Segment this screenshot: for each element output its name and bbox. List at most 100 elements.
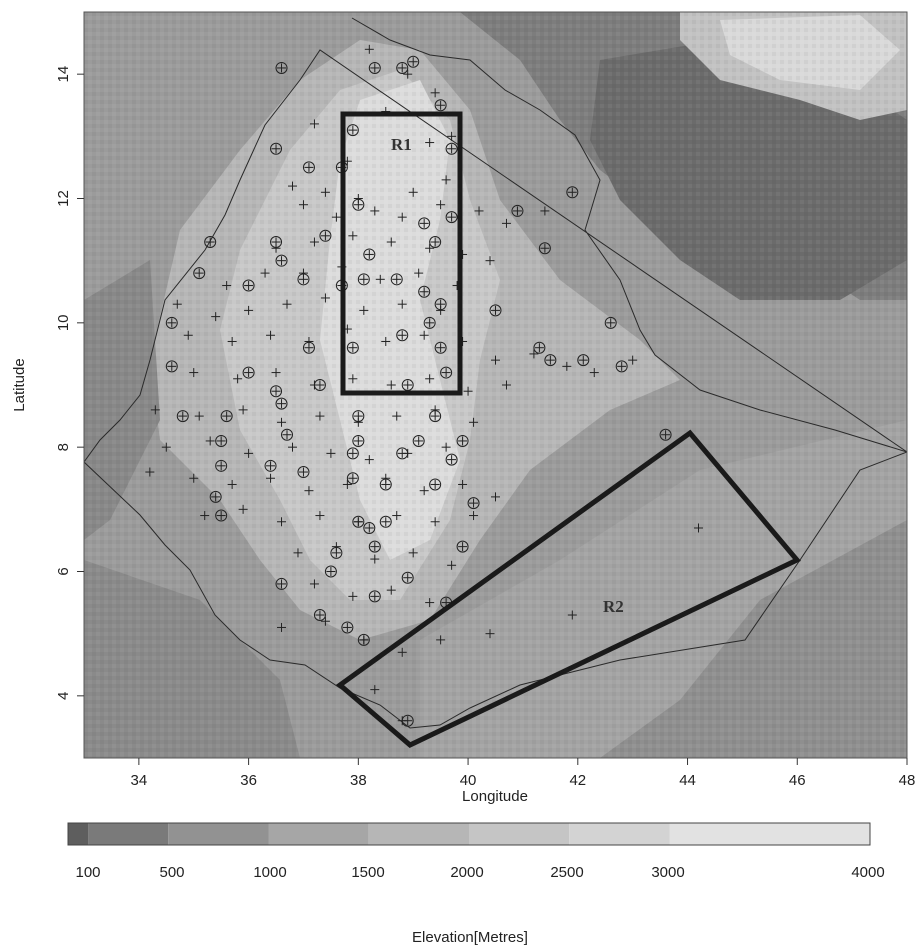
- station-circle-marker: [604, 316, 617, 329]
- station-circle-marker: [396, 61, 409, 74]
- station-plus-marker: [205, 436, 215, 446]
- station-circle-marker: [242, 279, 255, 292]
- station-circle-marker: [566, 186, 579, 199]
- station-plus-marker: [491, 355, 500, 365]
- station-plus-marker: [348, 374, 358, 384]
- station-circle-marker: [275, 254, 288, 267]
- station-plus-marker: [364, 44, 374, 54]
- station-plus-marker: [348, 591, 358, 601]
- station-plus-marker: [425, 374, 435, 384]
- region-r2-box: [335, 429, 801, 748]
- station-plus-marker: [370, 554, 380, 564]
- station-plus-marker: [238, 504, 248, 514]
- station-circle-marker: [270, 236, 283, 249]
- station-plus-marker: [381, 336, 391, 346]
- station-plus-marker: [430, 517, 440, 527]
- station-circle-marker: [204, 236, 217, 249]
- legend-color-segment: [168, 823, 269, 845]
- station-plus-marker: [628, 355, 638, 365]
- station-circle-marker: [264, 459, 277, 472]
- station-plus-marker: [474, 206, 484, 216]
- station-plus-marker: [348, 231, 358, 241]
- legend-tick-label: 1000: [253, 864, 286, 881]
- x-axis-title: Longitude: [462, 788, 528, 805]
- x-tick-label: 34: [131, 772, 148, 789]
- region-label-r1: R1: [391, 135, 412, 154]
- country-boundary: [84, 17, 907, 729]
- station-plus-marker: [392, 511, 402, 521]
- station-plus-marker: [172, 299, 182, 309]
- y-axis-title: Latitude: [11, 358, 28, 411]
- station-circle-marker: [511, 204, 524, 217]
- station-circle-marker: [368, 540, 381, 553]
- station-circle-marker: [434, 99, 447, 112]
- station-plus-marker: [342, 479, 352, 489]
- station-plus-marker: [370, 685, 380, 695]
- station-circle-marker: [215, 434, 228, 447]
- station-plus-marker: [567, 610, 577, 620]
- station-plus-marker: [419, 486, 429, 496]
- station-plus-marker: [392, 411, 402, 421]
- station-circle-marker: [357, 633, 370, 646]
- station-plus-marker: [419, 330, 429, 340]
- station-circle-marker: [346, 341, 359, 354]
- legend-tick-label: 2500: [550, 864, 583, 881]
- station-plus-marker: [425, 598, 435, 608]
- station-plus-marker: [441, 442, 451, 452]
- station-plus-marker: [430, 88, 440, 98]
- station-circle-marker: [193, 267, 206, 280]
- x-tick-label: 38: [350, 772, 367, 789]
- station-plus-marker: [194, 411, 204, 421]
- x-axis: 34 36 38 40 42 44 46 48: [131, 758, 915, 789]
- station-circle-marker: [215, 509, 228, 522]
- station-plus-marker: [397, 647, 407, 657]
- station-circle-marker: [659, 428, 672, 441]
- station-plus-marker: [386, 380, 396, 390]
- station-circle-marker: [324, 565, 337, 578]
- station-plus-marker: [271, 368, 281, 378]
- station-circle-marker: [489, 304, 502, 317]
- station-plus-marker: [189, 368, 199, 378]
- station-plus-marker: [458, 479, 468, 489]
- elevation-legend: 100 500 1000 1500 2000 2500 3000 4000: [67, 822, 885, 881]
- station-plus-marker: [326, 448, 336, 458]
- station-circle-marker: [363, 248, 376, 261]
- station-circle-marker: [379, 515, 392, 528]
- station-circle-marker: [346, 472, 359, 485]
- station-plus-marker: [277, 622, 287, 632]
- station-circle-marker: [379, 478, 392, 491]
- station-plus-marker: [244, 448, 254, 458]
- y-tick-label: 4: [55, 692, 72, 700]
- station-plus-marker: [309, 579, 319, 589]
- legend-color-segment: [569, 823, 670, 845]
- station-plus-marker: [469, 417, 479, 427]
- station-circle-marker: [533, 341, 546, 354]
- station-plus-marker: [441, 175, 451, 185]
- station-points: [145, 44, 704, 727]
- station-circle-marker: [467, 497, 480, 510]
- station-circle-marker: [352, 434, 365, 447]
- station-plus-marker: [463, 386, 473, 396]
- station-plus-marker: [589, 368, 599, 378]
- station-plus-marker: [309, 237, 319, 247]
- station-plus-marker: [298, 200, 308, 210]
- station-circle-marker: [544, 354, 557, 367]
- station-plus-marker: [227, 479, 237, 489]
- station-plus-marker: [260, 268, 270, 278]
- station-plus-marker: [145, 467, 155, 477]
- station-plus-marker: [694, 523, 704, 533]
- station-circle-marker: [313, 609, 326, 622]
- station-circle-marker: [401, 571, 414, 584]
- station-plus-marker: [425, 138, 435, 148]
- station-plus-marker: [491, 492, 500, 502]
- station-plus-marker: [211, 312, 221, 322]
- station-circle-marker: [368, 61, 381, 74]
- legend-color-segment: [68, 823, 89, 845]
- station-circle-marker: [319, 229, 332, 242]
- y-axis: 4 6 8 10 12 14: [55, 66, 84, 700]
- station-plus-marker: [359, 305, 369, 315]
- station-plus-marker: [364, 455, 374, 465]
- station-plus-marker: [266, 473, 276, 483]
- y-tick-label: 8: [55, 443, 72, 451]
- legend-tick-label: 4000: [851, 864, 884, 881]
